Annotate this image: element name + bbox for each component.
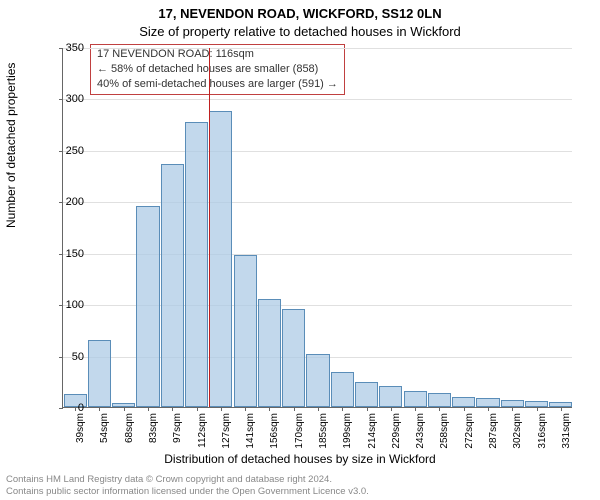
grid-line (63, 202, 572, 203)
ytick-label: 50 (44, 351, 84, 363)
grid-line (63, 151, 572, 152)
plot-area: 39sqm54sqm68sqm83sqm97sqm112sqm127sqm141… (62, 48, 572, 408)
histogram-bar (452, 397, 475, 407)
ytick-label: 0 (44, 402, 84, 414)
footer-attribution: Contains HM Land Registry data © Crown c… (6, 474, 369, 498)
ytick-label: 200 (44, 196, 84, 208)
xtick-mark (269, 407, 270, 411)
xtick-mark (294, 407, 295, 411)
grid-line (63, 99, 572, 100)
xtick-mark (561, 407, 562, 411)
ytick-label: 350 (44, 42, 84, 54)
xtick-mark (367, 407, 368, 411)
chart-container: 17, NEVENDON ROAD, WICKFORD, SS12 0LN Si… (0, 0, 600, 500)
histogram-bar (234, 255, 257, 407)
x-axis-label: Distribution of detached houses by size … (0, 452, 600, 466)
xtick-mark (318, 407, 319, 411)
histogram-bar (306, 354, 329, 407)
histogram-bar (404, 391, 427, 407)
histogram-bar (209, 111, 232, 407)
xtick-mark (245, 407, 246, 411)
footer-line1: Contains HM Land Registry data © Crown c… (6, 474, 369, 486)
xtick-mark (391, 407, 392, 411)
property-marker-line (209, 48, 211, 407)
ytick-label: 150 (44, 248, 84, 260)
xtick-mark (415, 407, 416, 411)
xtick-mark (488, 407, 489, 411)
footer-line2: Contains public sector information licen… (6, 486, 369, 498)
xtick-mark (464, 407, 465, 411)
xtick-mark (221, 407, 222, 411)
xtick-mark (172, 407, 173, 411)
histogram-bar (476, 398, 499, 407)
xtick-mark (197, 407, 198, 411)
histogram-bar (258, 299, 281, 407)
histogram-bar (428, 393, 451, 407)
title-line2: Size of property relative to detached ho… (0, 24, 600, 39)
histogram-bar (136, 206, 159, 407)
xtick-mark (512, 407, 513, 411)
ytick-label: 100 (44, 299, 84, 311)
y-axis-label: Number of detached properties (4, 63, 18, 228)
histogram-bar (501, 400, 524, 407)
histogram-bar (88, 340, 111, 407)
xtick-mark (537, 407, 538, 411)
ytick-label: 250 (44, 145, 84, 157)
xtick-mark (99, 407, 100, 411)
ytick-label: 300 (44, 93, 84, 105)
xtick-mark (342, 407, 343, 411)
histogram-bar (331, 372, 354, 407)
xtick-mark (148, 407, 149, 411)
grid-line (63, 48, 572, 49)
histogram-bar (185, 122, 208, 407)
histogram-bar (282, 309, 305, 407)
xtick-mark (439, 407, 440, 411)
xtick-mark (124, 407, 125, 411)
histogram-bar (379, 386, 402, 407)
histogram-bar (355, 382, 378, 407)
title-line1: 17, NEVENDON ROAD, WICKFORD, SS12 0LN (0, 6, 600, 21)
histogram-bar (161, 164, 184, 407)
